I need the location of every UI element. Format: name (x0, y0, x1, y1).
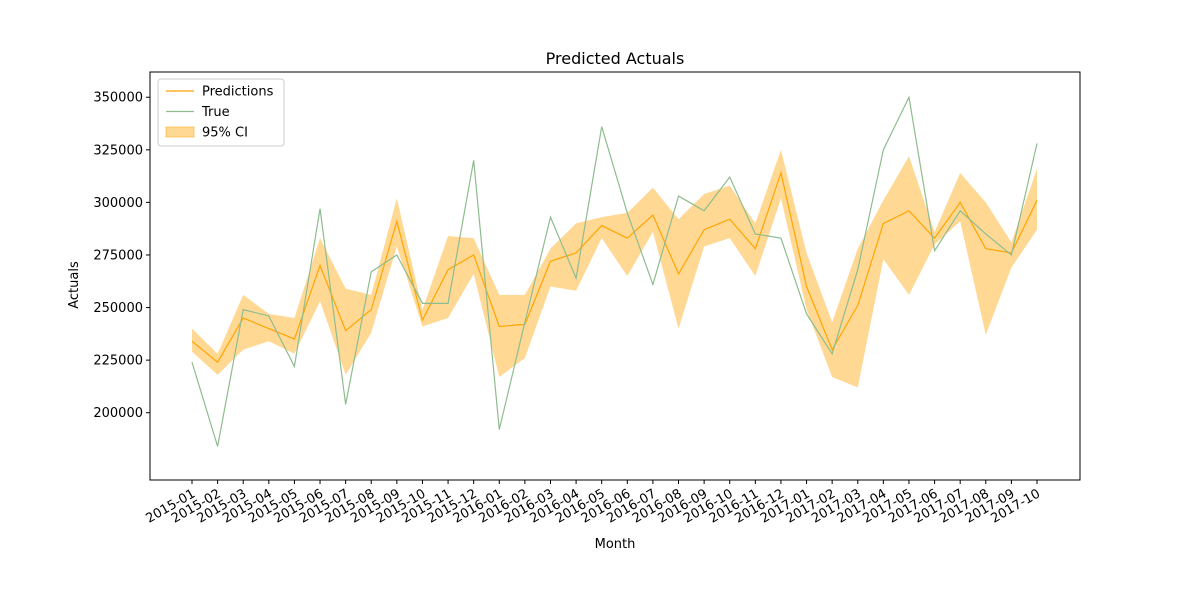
legend-label-ci: 95% CI (202, 126, 248, 141)
data-point-true (191, 361, 193, 363)
data-point-true (370, 271, 372, 273)
data-point-true (933, 250, 935, 252)
data-point-true (472, 159, 474, 161)
data-point-true (344, 403, 346, 405)
data-point-true (421, 302, 423, 304)
series-line-predictions (191, 170, 1038, 364)
data-point-true (959, 210, 961, 212)
data-point-predictions (216, 361, 218, 363)
data-point-true (857, 268, 859, 270)
legend-box (157, 78, 285, 147)
ci-band (192, 149, 1037, 388)
data-point-true (216, 445, 218, 447)
plot-area (191, 95, 1038, 447)
data-point-true (652, 283, 654, 285)
legend-label-true: True (201, 105, 230, 120)
data-point-predictions (370, 308, 372, 310)
data-point-true (729, 176, 731, 178)
data-point-true (626, 212, 628, 214)
legend: Predictions True 95% CI (157, 78, 285, 147)
data-point-predictions (677, 273, 679, 275)
data-point-predictions (191, 340, 193, 342)
data-point-true (242, 308, 244, 310)
data-point-predictions (985, 247, 987, 249)
data-point-true (575, 277, 577, 279)
data-point-predictions (754, 247, 756, 249)
data-point-predictions (319, 264, 321, 266)
chart-title: Predicted Actuals (546, 49, 685, 68)
data-point-predictions (601, 224, 603, 226)
data-point-true (677, 195, 679, 197)
data-point-predictions (882, 222, 884, 224)
data-point-true (1036, 142, 1038, 144)
legend-swatch-ci (165, 126, 195, 138)
data-point-true (268, 315, 270, 317)
y-axis-label: Actuals (67, 261, 82, 309)
y-tick-label: 275000 (93, 248, 143, 263)
data-point-true (908, 96, 910, 98)
data-point-predictions (447, 268, 449, 270)
data-point-true (524, 321, 526, 323)
data-point-predictions (729, 218, 731, 220)
series-line-true (191, 95, 1038, 447)
y-tick-label: 350000 (93, 91, 143, 106)
data-point-predictions (575, 252, 577, 254)
data-point-predictions (933, 237, 935, 239)
data-point-predictions (498, 325, 500, 327)
data-point-true (703, 210, 705, 212)
y-tick-label: 300000 (93, 196, 143, 211)
data-point-predictions (421, 319, 423, 321)
data-point-predictions (1036, 199, 1038, 201)
data-point-true (1010, 254, 1012, 256)
data-point-predictions (959, 201, 961, 203)
data-point-true (293, 365, 295, 367)
data-point-true (447, 302, 449, 304)
data-point-predictions (344, 329, 346, 331)
data-point-true (754, 233, 756, 235)
legend-label-predictions: Predictions (202, 85, 274, 100)
data-point-predictions (396, 220, 398, 222)
data-point-predictions (549, 260, 551, 262)
data-point-true (319, 208, 321, 210)
data-point-predictions (652, 214, 654, 216)
data-point-true (601, 125, 603, 127)
y-tick-label: 325000 (93, 143, 143, 158)
data-point-predictions (908, 210, 910, 212)
data-point-true (985, 233, 987, 235)
data-point-true (396, 254, 398, 256)
data-point-predictions (805, 285, 807, 287)
data-point-predictions (703, 229, 705, 231)
data-point-true (882, 149, 884, 151)
data-point-predictions (780, 172, 782, 174)
data-point-true (549, 216, 551, 218)
data-point-true (805, 313, 807, 315)
plot-frame (149, 71, 1081, 481)
data-point-predictions (857, 304, 859, 306)
data-point-predictions (626, 237, 628, 239)
x-axis-label: Month (595, 537, 636, 552)
y-tick-label: 250000 (93, 301, 143, 316)
data-point-predictions (293, 338, 295, 340)
data-point-true (831, 353, 833, 355)
data-point-true (498, 428, 500, 430)
y-tick-label: 200000 (93, 406, 143, 421)
y-tick-label: 225000 (93, 354, 143, 369)
data-point-predictions (268, 327, 270, 329)
data-point-true (780, 237, 782, 239)
data-point-predictions (472, 254, 474, 256)
